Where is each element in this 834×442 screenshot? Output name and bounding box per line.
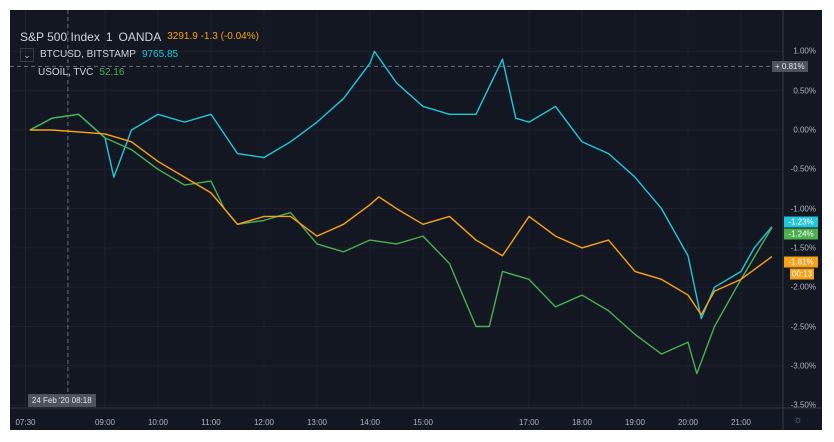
btc-value: 9765.85 [141,49,179,60]
y-tick-label: -3.50% [790,400,816,410]
x-tick-label: 13:00 [306,418,328,427]
y-tick-label: -3.00% [790,361,816,371]
chevron-down-icon[interactable]: ⌄ [20,48,34,62]
x-tick-label: 18:00 [571,418,593,427]
x-tick-label: 12:00 [253,418,275,427]
bar-countdown: 00:13 [790,268,814,280]
crosshair-price-value: 0.81% [781,62,805,71]
y-tick-label: 1.00% [793,46,816,56]
series-line-usoil[interactable] [29,113,773,375]
main-interval: 1 [105,30,113,44]
y-tick-label: -0.50% [790,164,816,174]
main-symbol: S&P 500 Index [20,30,100,44]
x-tick-label: 19:00 [624,418,646,427]
y-tick-label: -2.50% [790,322,816,331]
oil-value: 52.16 [99,67,125,78]
x-tick-label: 09:00 [94,418,116,427]
x-tick-label: 14:00 [359,418,381,427]
crosshair-time-label: 24 Feb '20 08:18 [27,394,96,407]
x-tick-label: 15:00 [412,418,434,427]
y-tick-label: -1.00% [790,204,816,214]
x-tick-label: 21:00 [730,418,752,427]
last-value-tag: -1.61% [784,256,818,268]
x-tick-label: 11:00 [201,418,221,427]
btc-label: BTCUSD, BITSTAMP [40,49,136,60]
crosshair-price-label: + 0.81% [772,61,808,72]
chart-pane[interactable]: S&P 500 Index 1 OANDA 3291.9 -1.3 (-0.04… [10,10,822,430]
y-tick-label: -1.50% [790,243,816,253]
main-values: 3291.9 -1.3 (-0.04%) [167,31,259,42]
main-source: OANDA [118,30,162,44]
last-value-tag: -1.24% [784,228,818,240]
legend-btc[interactable]: ⌄ BTCUSD, BITSTAMP 9765.85 [20,46,259,64]
y-tick-label: 0.00% [793,125,816,135]
x-tick-label: 07:30 [15,418,36,427]
x-tick-label: 10:00 [147,418,169,427]
oil-label: USOIL, TVC [38,67,94,78]
series-line-btcusd[interactable] [29,50,773,320]
y-tick-label: -2.00% [790,282,816,292]
gear-icon[interactable]: ☼ [793,414,804,426]
plot-area[interactable] [10,10,822,430]
series-line-s-p-500-index[interactable] [29,129,773,316]
legend-oil[interactable]: USOIL, TVC 52.16 [20,64,259,82]
legend-main[interactable]: S&P 500 Index 1 OANDA 3291.9 -1.3 (-0.04… [20,28,259,46]
legend: S&P 500 Index 1 OANDA 3291.9 -1.3 (-0.04… [20,28,259,82]
y-tick-label: 0.50% [793,86,816,96]
last-value-tag: -1.23% [784,216,818,228]
x-tick-label: 20:00 [677,418,699,427]
x-tick-label: 17:00 [518,418,540,427]
